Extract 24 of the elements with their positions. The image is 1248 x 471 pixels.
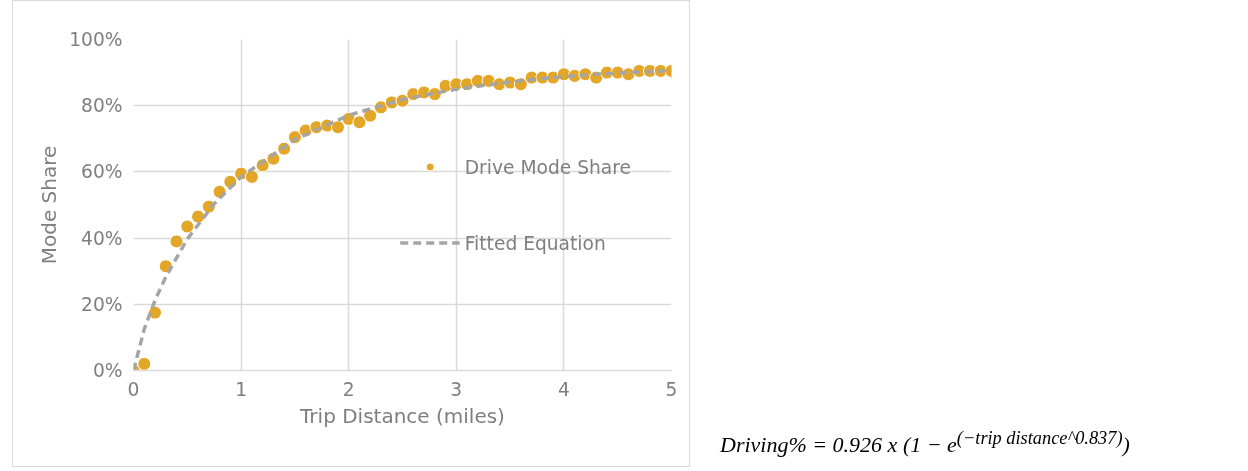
x-tick-label: 3 — [450, 378, 463, 400]
y-tick-label: 0% — [92, 360, 123, 381]
point — [363, 108, 378, 123]
y-axis-title: Mode Share — [37, 145, 62, 265]
legend-label: Fitted Equation — [464, 232, 606, 253]
y-tick-label: 40% — [81, 227, 123, 249]
text: Driving% = 0.926 x (1 − e$^{(−trip distance^0.837)}$) — [720, 427, 1130, 460]
x-axis-title: Trip Distance (miles) — [299, 403, 505, 428]
x-tick-label: 2 — [342, 378, 355, 400]
legend-label: Drive Mode Share — [464, 156, 631, 177]
point — [180, 219, 195, 234]
y-tick-label: 100% — [69, 29, 123, 50]
point — [352, 115, 367, 130]
point — [169, 234, 184, 249]
x-tick-label: 4 — [557, 378, 570, 400]
y-tick-label: 60% — [81, 161, 123, 183]
x-tick-label: 5 — [665, 378, 678, 400]
x-tick-label: 1 — [235, 378, 248, 400]
x-tick-label: 0 — [127, 378, 140, 400]
y-tick-label: 20% — [81, 293, 123, 315]
point — [330, 120, 345, 135]
y-tick-label: 80% — [81, 95, 123, 117]
point — [244, 169, 259, 184]
point — [137, 356, 152, 371]
